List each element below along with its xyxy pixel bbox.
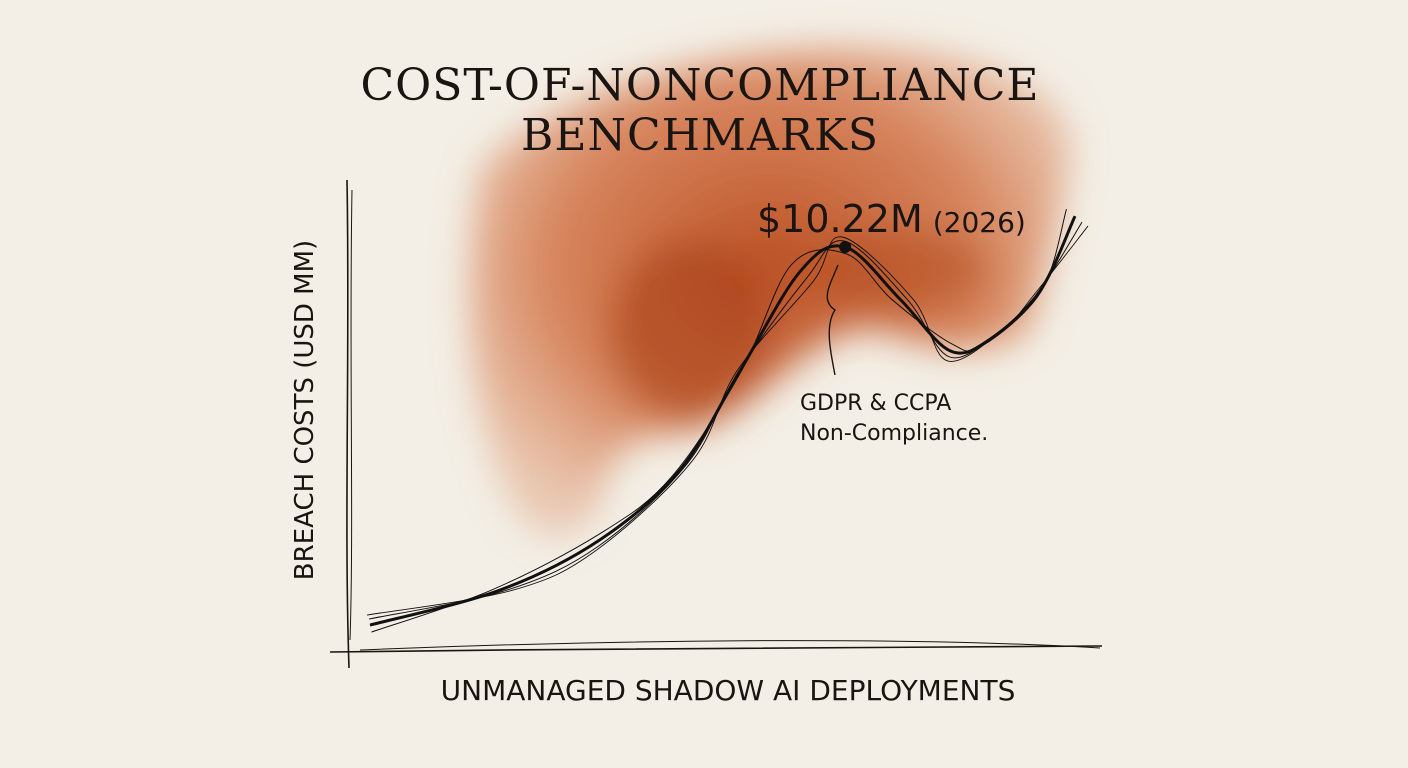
x-axis-label: UNMANAGED SHADOW AI DEPLOYMENTS [441, 674, 1016, 707]
peak-value-label: $10.22M (2026) [757, 197, 1026, 241]
annotation-line-2: Non-Compliance. [800, 421, 988, 446]
y-axis [346, 179, 353, 669]
annotation-line-1: GDPR & CCPA [800, 391, 951, 416]
chart-title-line-1: COST-OF-NONCOMPLIANCE [360, 60, 1039, 111]
annotation-pointer [826, 264, 839, 376]
series-line [366, 225, 1089, 616]
peak-point [839, 241, 852, 253]
watercolor-wash [469, 48, 1071, 537]
y-axis-label: BREACH COSTS (USD MM) [290, 240, 320, 580]
series-line [368, 221, 1083, 620]
x-axis [329, 640, 1103, 653]
chart-title-line-2: BENCHMARKS [521, 110, 879, 161]
series-lines [366, 208, 1089, 633]
